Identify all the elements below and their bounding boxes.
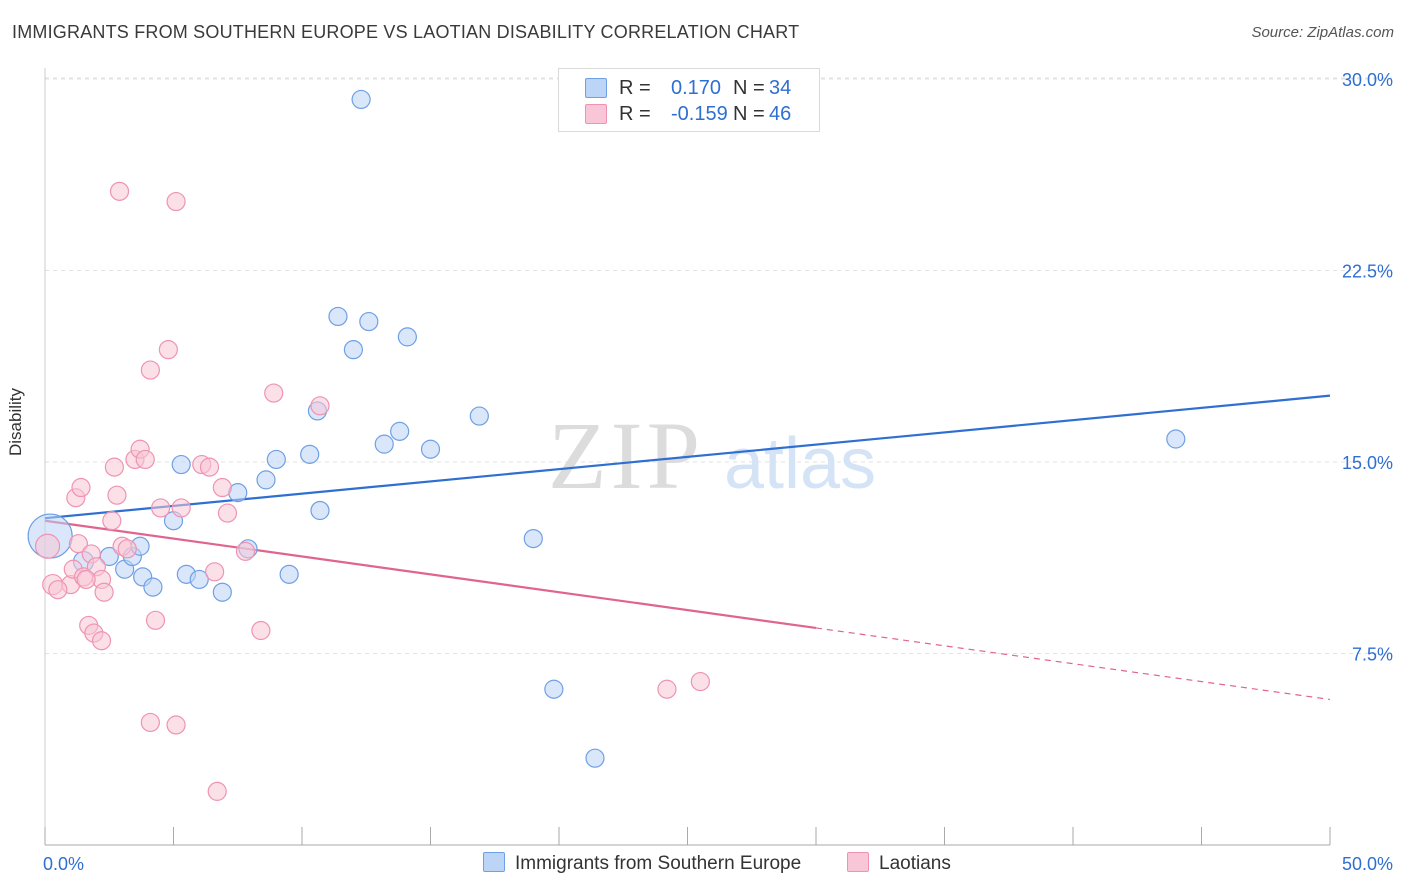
point-laotians — [264, 383, 284, 403]
point-southern-europe — [523, 528, 543, 549]
point-southern-europe — [189, 569, 209, 590]
legend-r-label: R = — [619, 77, 651, 99]
point-southern-europe — [143, 577, 163, 597]
legend-swatch-series1 — [585, 78, 607, 98]
point-laotians — [171, 498, 191, 518]
legend-r-value-series1: 0.170 — [671, 77, 722, 99]
trend-line-southern-europe — [44, 394, 1331, 520]
point-southern-europe — [266, 449, 286, 470]
point-southern-europe — [1166, 429, 1186, 449]
trend-line-laotians-extension — [815, 627, 1331, 701]
point-laotians — [690, 671, 710, 692]
point-southern-europe — [310, 500, 330, 521]
bottom-legend-swatch-series1 — [483, 852, 505, 872]
point-southern-europe — [300, 444, 320, 464]
chart-title: IMMIGRANTS FROM SOUTHERN EUROPE VS LAOTI… — [12, 22, 800, 42]
point-laotians — [135, 449, 155, 470]
trend-line-laotians — [44, 519, 817, 630]
point-laotians — [71, 477, 91, 498]
point-southern-europe — [390, 421, 410, 441]
point-southern-europe — [279, 564, 299, 584]
point-laotians — [199, 457, 220, 477]
legend-n-label: N = — [733, 77, 765, 99]
point-laotians — [310, 396, 330, 416]
chart-source: Source: ZipAtlas.com — [1251, 24, 1394, 41]
bottom-legend-series2: Laotians — [847, 852, 951, 875]
grid-lines — [45, 77, 1392, 654]
bottom-legend-series1: Immigrants from Southern Europe — [483, 852, 801, 875]
point-laotians — [657, 679, 677, 699]
point-laotians — [76, 569, 96, 590]
point-southern-europe — [171, 454, 191, 475]
point-southern-europe — [397, 327, 417, 347]
point-southern-europe — [544, 679, 564, 699]
legend-n-label: N = — [733, 103, 765, 125]
point-laotians — [48, 580, 68, 600]
watermark-zip: ZIP — [548, 402, 704, 509]
point-laotians — [205, 562, 225, 582]
point-laotians — [104, 457, 124, 477]
point-laotians — [117, 539, 137, 559]
y-tick-label: 30.0% — [1342, 70, 1393, 90]
point-southern-europe — [359, 311, 379, 332]
point-laotians — [68, 534, 89, 554]
bottom-legend-label-series2: Laotians — [879, 853, 951, 874]
legend-swatch-series2 — [585, 104, 607, 124]
watermark-atlas: atlas — [724, 424, 876, 504]
point-laotians — [107, 485, 127, 505]
point-laotians — [212, 477, 232, 498]
point-laotians — [151, 498, 171, 518]
point-laotians — [217, 503, 238, 523]
point-laotians — [207, 781, 227, 801]
tick-labels: 7.5% 15.0% 22.5% 30.0% 0.0% 50.0% — [43, 70, 1393, 874]
point-southern-europe — [351, 89, 371, 110]
point-laotians — [140, 712, 160, 733]
watermark: ZIP atlas — [548, 402, 876, 509]
point-southern-europe — [469, 406, 489, 426]
bottom-legend-swatch-series2 — [847, 852, 869, 872]
point-laotians — [140, 360, 160, 380]
point-laotians — [166, 715, 186, 735]
point-southern-europe — [212, 582, 232, 602]
legend-r-label: R = — [619, 103, 651, 125]
point-southern-europe — [256, 470, 276, 490]
x-tick-label-max: 50.0% — [1342, 854, 1393, 874]
y-tick-label: 15.0% — [1342, 453, 1393, 473]
x-tick-label-min: 0.0% — [43, 854, 84, 874]
point-laotians — [251, 620, 271, 641]
point-southern-europe — [420, 439, 441, 459]
point-laotians — [91, 631, 112, 651]
point-laotians — [94, 582, 114, 602]
point-southern-europe — [328, 306, 348, 327]
point-laotians — [235, 541, 256, 561]
axes — [44, 68, 1331, 846]
legend-n-value-series1: 34 — [769, 77, 792, 99]
point-southern-europe — [343, 340, 363, 360]
point-southern-europe — [374, 434, 394, 454]
correlation-legend: R = 0.170 N = 34 R = -0.159 N = 46 — [558, 68, 820, 132]
y-tick-label: 22.5% — [1342, 262, 1393, 282]
trend-lines — [44, 394, 1331, 701]
point-laotians — [34, 533, 61, 559]
point-southern-europe — [585, 748, 605, 768]
y-tick-label: 7.5% — [1352, 645, 1393, 665]
point-laotians — [158, 340, 178, 360]
point-laotians — [166, 191, 186, 212]
data-points — [27, 89, 1186, 801]
point-laotians — [109, 181, 130, 201]
y-axis-label: Disability — [6, 387, 25, 456]
point-laotians — [145, 610, 166, 630]
bottom-legend-label-series1: Immigrants from Southern Europe — [515, 853, 802, 874]
legend-n-value-series2: 46 — [769, 103, 792, 125]
legend-r-value-series2: -0.159 — [671, 103, 728, 125]
point-laotians — [102, 511, 122, 531]
